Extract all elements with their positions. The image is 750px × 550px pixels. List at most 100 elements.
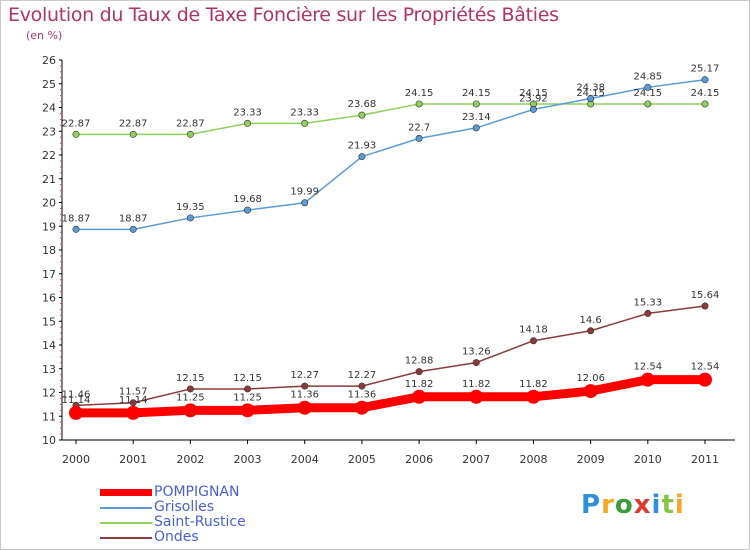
- y-tick-label: 11: [42, 410, 56, 423]
- data-label: 11.14: [62, 395, 91, 406]
- data-point: [526, 389, 541, 404]
- y-tick-label: 20: [42, 197, 56, 210]
- data-point: [644, 309, 652, 317]
- data-point: [640, 372, 655, 387]
- data-label: 24.15: [691, 88, 720, 99]
- data-point: [72, 225, 80, 233]
- data-point: [183, 403, 198, 418]
- data-label: 12.06: [576, 373, 605, 384]
- y-tick-label: 14: [42, 339, 56, 352]
- data-label: 24.15: [633, 88, 662, 99]
- data-label: 12.27: [348, 370, 377, 381]
- data-label: 11.82: [405, 379, 434, 390]
- data-label: 21.93: [348, 141, 377, 152]
- x-tick-label: 2000: [62, 453, 90, 466]
- chart-title: Evolution du Taux de Taxe Foncière sur l…: [8, 4, 559, 26]
- data-label: 24.15: [462, 88, 491, 99]
- data-point: [186, 130, 194, 138]
- data-point: [358, 382, 366, 390]
- chart-axes: 10 11 12 13 14 15 16 17 18 19 20 21 22 23 24 25 26 2000 20…: [42, 54, 735, 466]
- data-label: 12.27: [290, 370, 319, 381]
- data-label: 24.15: [405, 88, 434, 99]
- data-label: 12.54: [691, 362, 720, 373]
- data-point: [69, 405, 83, 420]
- logo-letter: P: [581, 490, 602, 520]
- legend-label: Grisolles: [154, 499, 215, 515]
- data-point: [126, 405, 141, 420]
- y-tick-label: 26: [42, 54, 56, 67]
- y-tick-label: 22: [42, 149, 56, 162]
- data-point: [297, 400, 312, 415]
- data-label: 19.68: [233, 194, 262, 205]
- data-point: [244, 385, 252, 393]
- y-tick-label: 10: [42, 434, 56, 447]
- x-tick-label: 2005: [348, 453, 376, 466]
- legend-swatch: [100, 521, 152, 524]
- data-point: [587, 327, 595, 335]
- data-label: 24.85: [633, 71, 662, 82]
- data-label: 24.38: [576, 82, 605, 93]
- y-tick-label: 19: [42, 220, 56, 233]
- y-tick-label: 21: [42, 173, 56, 186]
- legend-label: POMPIGNAN: [154, 484, 240, 500]
- data-label: 13.26: [462, 347, 491, 358]
- x-tick-label: 2009: [577, 453, 605, 466]
- logo-letter: i: [651, 490, 662, 520]
- data-label: 18.87: [62, 213, 91, 224]
- legend-swatch: [100, 506, 152, 509]
- data-label: 23.14: [462, 112, 491, 123]
- data-point: [186, 385, 194, 393]
- legend: POMPIGNAN Grisolles Saint-Rustice Ondes: [100, 485, 246, 545]
- data-label: 14.18: [519, 325, 548, 336]
- data-label-layer: 22.87 22.87 22.87 23.33 23.33 23.68 24.15 24.15…: [62, 64, 720, 406]
- legend-item: POMPIGNAN: [100, 485, 246, 500]
- x-tick-label: 2010: [634, 453, 662, 466]
- data-label: 25.17: [691, 64, 720, 75]
- line-chart: 10 11 12 13 14 15 16 17 18 19 20 21 22 23 24 25 26 2000 20…: [42, 54, 735, 466]
- x-tick-label: 2004: [291, 453, 319, 466]
- data-point: [472, 124, 480, 132]
- series-layer: [69, 76, 712, 420]
- data-point: [701, 76, 709, 84]
- data-point: [469, 389, 484, 404]
- x-tick-label: 2007: [462, 453, 490, 466]
- logo-letter: o: [614, 490, 634, 520]
- data-point: [644, 100, 652, 108]
- data-point: [72, 130, 80, 138]
- data-point: [583, 384, 598, 399]
- data-label: 24.15: [576, 88, 605, 99]
- y-tick-label: 23: [42, 125, 56, 138]
- data-point: [472, 359, 480, 367]
- y-tick-label: 15: [42, 315, 56, 328]
- data-point: [301, 119, 309, 127]
- legend-item: Grisolles: [100, 500, 246, 515]
- series-line-saint-rustice: [76, 103, 705, 136]
- data-label: 15.64: [691, 290, 720, 301]
- legend-item: Ondes: [100, 530, 246, 545]
- data-point: [301, 199, 309, 207]
- data-point: [412, 389, 427, 404]
- legend-swatch: [100, 489, 152, 496]
- data-label: 14.6: [580, 315, 602, 326]
- data-label: 11.82: [462, 379, 491, 390]
- data-label: 19.99: [290, 187, 319, 198]
- data-label: 11.82: [519, 379, 548, 390]
- legend-label: Ondes: [154, 529, 199, 545]
- data-label: 11.46: [62, 389, 91, 400]
- data-label: 11.36: [290, 390, 319, 401]
- data-point: [529, 337, 537, 345]
- data-label: 19.35: [176, 202, 205, 213]
- series-line-ondes: [75, 305, 706, 407]
- data-label: 11.57: [119, 387, 148, 398]
- data-label: 23.33: [233, 107, 262, 118]
- x-tick-label: 2002: [176, 453, 204, 466]
- y-tick-label: 13: [42, 363, 56, 376]
- data-label: 23.33: [290, 107, 319, 118]
- data-point: [129, 399, 137, 407]
- data-point: [129, 130, 137, 138]
- data-label: 23.92: [519, 93, 548, 104]
- data-label: 11.14: [119, 395, 148, 406]
- proxiti-logo: Proxiti: [581, 490, 685, 520]
- data-point: [358, 111, 366, 119]
- data-point: [354, 400, 369, 415]
